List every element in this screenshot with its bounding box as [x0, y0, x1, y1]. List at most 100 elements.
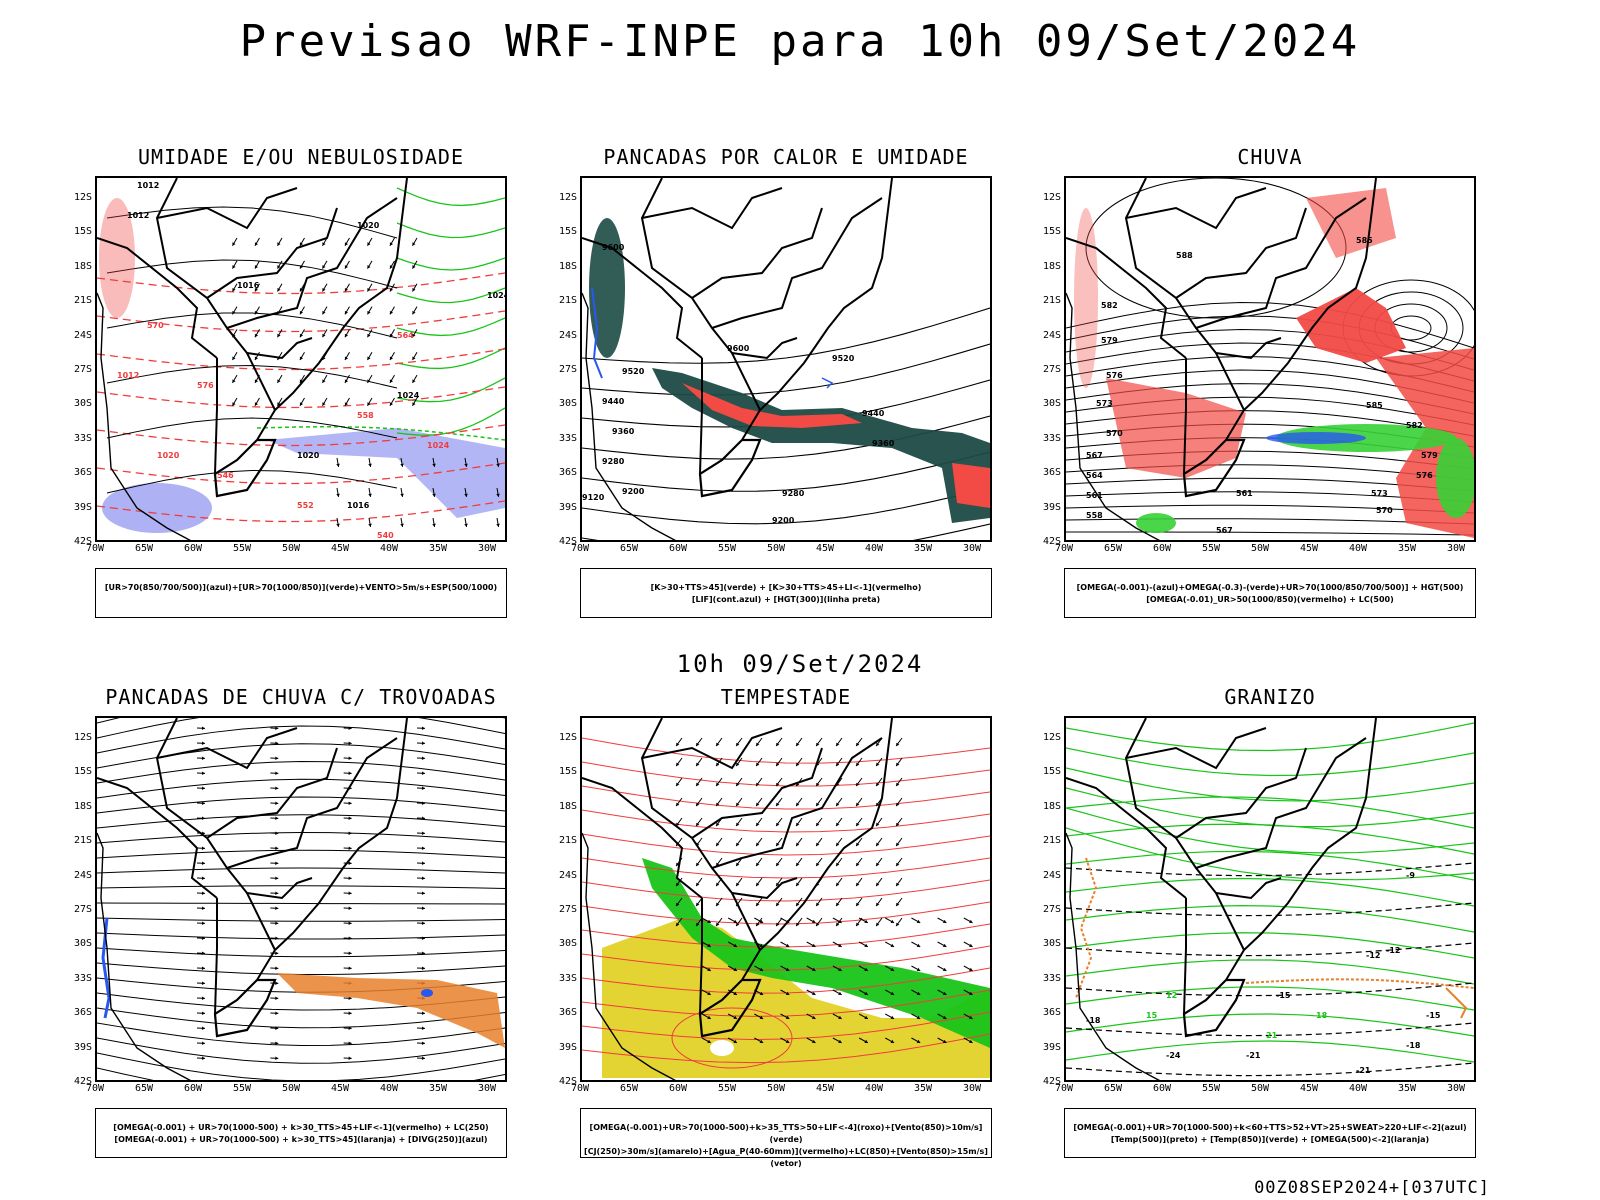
wind-vector — [855, 877, 863, 887]
humidity-low-level-contour — [396, 347, 505, 370]
streamline — [97, 902, 505, 905]
latitude-tick-label: 15S — [558, 226, 577, 238]
contour-value-label: 12 — [1166, 991, 1177, 1000]
streamline-850 — [671, 1007, 793, 1069]
latitude-tick-label: 18S — [558, 260, 577, 272]
longitude-tick-label: 35W — [1397, 1083, 1417, 1094]
coastline-west — [97, 292, 191, 540]
wind-vector — [875, 917, 883, 927]
latitude-tick-label: 15S — [73, 226, 92, 238]
temperature-850-contour — [1066, 787, 1474, 828]
latitude-tick-label: 27S — [73, 904, 92, 915]
temperature-500-contour — [1066, 862, 1474, 877]
wind-vector — [389, 352, 395, 361]
streamline-arrow — [270, 1026, 279, 1031]
wind-vector — [496, 457, 500, 467]
latitude-tick-label: 33S — [558, 972, 577, 984]
panel-legend: [OMEGA(-0.001)-(azul)+OMEGA(-0.3)-(verde… — [1064, 568, 1476, 618]
wind-vector — [389, 397, 395, 407]
wind-vector — [496, 517, 500, 527]
longitude-tick-label: 60W — [1152, 543, 1172, 554]
latitude-tick-label: 21S — [1042, 835, 1061, 847]
longitude-tick-label: 65W — [1103, 1083, 1123, 1094]
wind-vector — [367, 237, 373, 247]
lifted-index-contour — [821, 377, 834, 389]
contour-value-label: -21 — [1246, 1051, 1261, 1060]
latitude-tick-label: 30S — [73, 398, 92, 410]
streamline-arrow — [416, 891, 426, 896]
wind-vector — [832, 965, 842, 972]
wind-vector — [675, 777, 683, 787]
streamline-arrow — [416, 921, 426, 926]
border-line — [1183, 358, 1187, 475]
streamline-arrow — [416, 1026, 426, 1031]
wind-vector — [675, 757, 683, 767]
wind-vector — [232, 397, 238, 407]
latitude-tick-label: 24S — [73, 869, 92, 881]
wind-vector — [911, 917, 921, 924]
longitude-tick-label: 45W — [330, 1083, 350, 1094]
latitude-tick-label: 42S — [1042, 536, 1061, 547]
humidity-west-area — [99, 198, 135, 318]
contour-value-label: 576 — [1106, 371, 1123, 380]
wind-vector — [875, 877, 883, 887]
wind-vector — [675, 917, 683, 927]
streamline-arrow — [196, 981, 206, 986]
legend-line: [OMEGA(-0.001) + UR>70(1000-500) + k>30_… — [113, 1123, 489, 1132]
streamline-arrow — [343, 906, 352, 911]
contour-value-label: 582 — [1101, 301, 1118, 310]
wind-vector — [806, 965, 816, 972]
contour-value-label: 9600 — [602, 243, 625, 252]
wind-vector — [858, 965, 869, 972]
longitude-tick-label: 35W — [913, 543, 933, 554]
longitude-tick-label: 40W — [1348, 1083, 1368, 1094]
longitude-tick-label: 30W — [962, 1083, 982, 1094]
wind-vector — [299, 329, 305, 338]
latitude-tick-label: 36S — [73, 467, 92, 479]
wind-vector — [701, 1037, 712, 1044]
wind-vector — [795, 877, 803, 887]
contour-value-label: 9360 — [612, 427, 635, 436]
contour-value-label: 573 — [1096, 399, 1113, 408]
latitude-tick-label: 27S — [1042, 364, 1061, 375]
streamline — [97, 1007, 505, 1029]
legend-line: [LIF](cont.azul) + [HGT(300)](linha pret… — [691, 595, 881, 604]
wind-vector — [885, 965, 895, 972]
border-line — [1215, 337, 1282, 360]
longitude-tick-label: 35W — [913, 1083, 933, 1094]
wind-vector — [775, 737, 783, 747]
wind-vector — [775, 777, 783, 787]
streamline-arrow — [416, 966, 426, 971]
latitude-tick-label: 39S — [73, 501, 92, 513]
wind-vector — [754, 1037, 764, 1044]
coastline-east — [741, 178, 893, 441]
streamline-arrow — [416, 1041, 426, 1046]
streamline — [97, 1052, 505, 1080]
uruguay-border — [1182, 978, 1246, 1038]
border-line — [711, 737, 883, 869]
border-line — [214, 898, 218, 1015]
border-line — [699, 898, 703, 1015]
wind-vector — [299, 352, 305, 361]
streamline-850 — [582, 737, 990, 764]
wind-vector — [795, 897, 803, 907]
contour-value-label: 1020 — [157, 451, 180, 460]
streamline-arrow — [343, 801, 352, 806]
wind-vector — [815, 797, 823, 807]
humidity-low-level-contour — [396, 287, 505, 304]
border-line — [641, 727, 783, 770]
border-line — [691, 747, 823, 839]
latitude-tick-label: 24S — [558, 329, 577, 341]
wind-vector — [780, 1013, 790, 1020]
streamline-arrow — [416, 801, 426, 806]
wind-vector — [322, 329, 328, 338]
longitude-tick-label: 55W — [717, 543, 737, 554]
latitude-tick-label: 36S — [1042, 467, 1061, 479]
pressure-contour — [106, 417, 398, 439]
wind-vector — [911, 965, 921, 972]
wind-vector — [389, 237, 395, 247]
wind-vector — [727, 965, 738, 972]
wind-vector — [336, 457, 340, 467]
streamline-arrow — [270, 801, 279, 806]
streamline-850 — [582, 1011, 990, 1040]
